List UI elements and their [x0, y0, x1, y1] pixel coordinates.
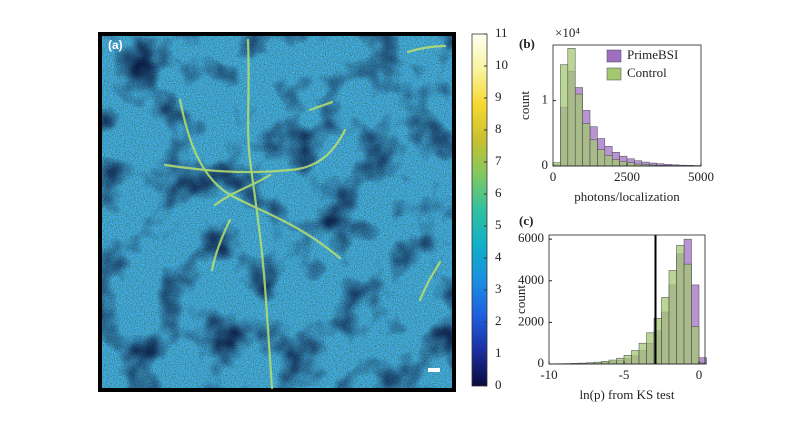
colorbar-tick-label: 5 — [495, 217, 502, 232]
histogram-bar — [604, 155, 613, 167]
x-axis-label: photons/localization — [574, 189, 680, 204]
panel-label: (a) — [108, 38, 123, 52]
colorbar-tick-label: 4 — [495, 249, 502, 264]
y-tick-label: 0 — [538, 355, 545, 370]
colorbar-tick-label: 9 — [495, 89, 502, 104]
axes-box — [548, 234, 706, 365]
y-axis-label: count — [517, 91, 532, 120]
histogram-bar — [668, 270, 677, 365]
colorbar-tick-label: 0 — [495, 377, 502, 392]
y-exponent: ×10⁴ — [555, 25, 580, 40]
colorbar-tick-label: 1 — [495, 345, 502, 360]
colorbar-tick-label: 2 — [495, 313, 502, 328]
legend-label: Control — [627, 65, 667, 80]
panel-label: (b) — [519, 36, 535, 51]
y-tick-label: 6000 — [518, 230, 544, 245]
x-tick-label: -10 — [540, 367, 557, 382]
histogram-bar — [683, 263, 692, 365]
x-tick-label: 5000 — [688, 169, 714, 184]
y-tick-label: 1 — [542, 92, 549, 107]
colorbar-tick-label: 8 — [495, 121, 502, 136]
histogram-bar — [611, 159, 620, 167]
legend-swatch — [606, 67, 622, 81]
histogram-bar — [631, 350, 640, 365]
image-shadow — [102, 36, 452, 388]
filaments — [163, 38, 447, 390]
legend-swatch — [606, 49, 622, 63]
x-tick-label: 0 — [696, 367, 703, 382]
y-tick-label: 4000 — [518, 272, 544, 287]
histogram-bar — [691, 326, 700, 365]
colorbar-tick-label: 10 — [495, 57, 508, 72]
y-axis-label: count — [513, 285, 528, 314]
y-tick-label: 2000 — [518, 313, 544, 328]
x-tick-label: -5 — [619, 367, 630, 382]
histogram-bar — [560, 64, 569, 167]
histogram-bar — [623, 355, 632, 365]
x-axis-label: ln(p) from KS test — [580, 387, 675, 402]
colorbar-tick-label: 11 — [495, 25, 508, 40]
colorbar-tick-label: 7 — [495, 153, 502, 168]
colorbar-tick-label: 6 — [495, 185, 502, 200]
panel-label: (c) — [519, 213, 533, 228]
histogram-bar — [646, 332, 655, 365]
histogram-bar — [597, 149, 606, 167]
legend-label: PrimeBSI — [627, 47, 678, 62]
micrograph — [98, 32, 456, 392]
histogram-bar — [582, 123, 591, 167]
histogram-bar — [608, 359, 617, 365]
histogram-bar — [619, 161, 628, 167]
colorbar — [471, 33, 488, 387]
scale-bar — [428, 368, 440, 372]
histogram-bar — [676, 245, 685, 365]
x-tick-label: 2500 — [614, 169, 640, 184]
histogram-bar — [626, 162, 635, 167]
histogram-bar — [601, 361, 610, 365]
histogram-bar — [574, 93, 583, 167]
histogram-bar — [616, 357, 625, 365]
x-tick-label: 0 — [550, 169, 557, 184]
histogram-bar — [589, 139, 598, 167]
colorbar-tick-label: 3 — [495, 281, 502, 296]
histogram-bar — [661, 297, 670, 365]
histogram-bar — [638, 342, 647, 365]
histogram-bar — [567, 48, 576, 167]
y-tick-label: 0 — [542, 157, 549, 172]
